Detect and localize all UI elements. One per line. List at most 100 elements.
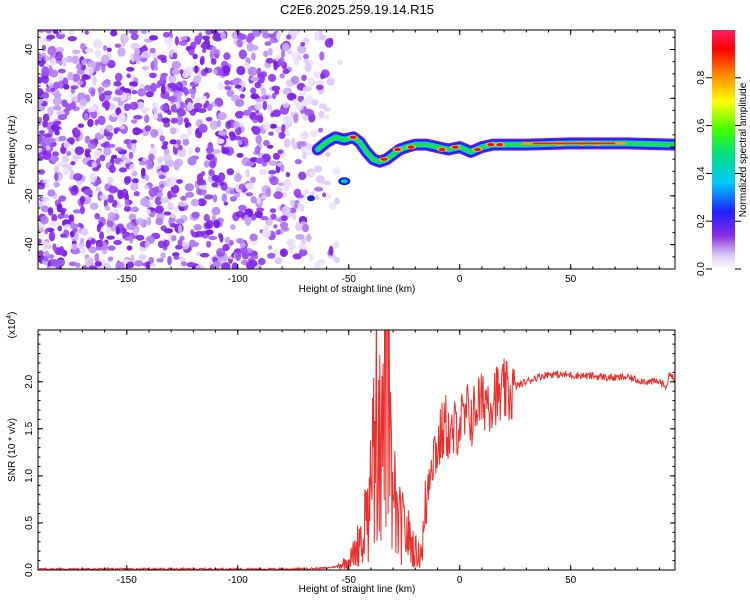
noise-blob — [195, 96, 201, 103]
noise-blob — [105, 226, 112, 234]
noise-blob — [304, 188, 310, 195]
noise-blob — [72, 73, 81, 82]
noise-blob — [265, 187, 272, 198]
noise-blob — [209, 160, 216, 169]
noise-blob — [130, 42, 141, 50]
noise-blob — [232, 121, 240, 129]
noise-blob — [300, 238, 307, 245]
noise-blob — [58, 174, 63, 181]
noise-blob — [247, 66, 258, 77]
noise-blob — [87, 142, 98, 150]
noise-blob — [66, 55, 73, 63]
noise-blob — [262, 100, 268, 111]
noise-blob — [255, 157, 265, 164]
noise-blob — [42, 179, 50, 184]
noise-blob — [263, 50, 269, 58]
noise-blob — [279, 73, 285, 79]
noise-blob — [293, 113, 299, 124]
noise-blob — [267, 218, 273, 227]
noise-blob — [54, 165, 59, 174]
noise-blob — [256, 196, 262, 205]
noise-blob — [194, 230, 204, 238]
noise-blob — [299, 132, 308, 140]
noise-blob — [128, 213, 137, 221]
noise-blob — [80, 43, 86, 50]
noise-blob — [304, 108, 313, 116]
noise-blob — [169, 127, 177, 135]
noise-blob — [173, 160, 181, 171]
noise-blob — [192, 53, 198, 60]
noise-blob — [79, 243, 86, 248]
noise-blob — [167, 190, 173, 200]
noise-blob — [157, 54, 167, 60]
noise-blob — [189, 239, 196, 245]
noise-blob — [297, 201, 302, 211]
noise-blob — [160, 197, 170, 204]
noise-blob — [309, 253, 314, 262]
noise-blob — [78, 193, 87, 198]
noise-blob — [88, 246, 98, 254]
noise-blob — [302, 151, 307, 160]
noise-blob — [279, 56, 285, 67]
noise-blob — [83, 112, 89, 121]
noise-blob — [92, 75, 97, 86]
noise-blob — [126, 66, 135, 72]
noise-blob — [75, 262, 81, 268]
noise-blob — [252, 126, 261, 135]
noise-blob — [201, 48, 207, 53]
noise-blob — [71, 184, 79, 193]
noise-blob — [195, 264, 205, 269]
noise-blob — [112, 96, 122, 102]
noise-blob — [107, 245, 116, 251]
noise-blob — [62, 57, 67, 67]
noise-blob — [218, 130, 227, 136]
noise-blob — [101, 101, 111, 109]
noise-blob — [76, 69, 85, 75]
noise-blob — [256, 67, 262, 78]
noise-blob — [77, 123, 85, 128]
noise-blob — [297, 44, 307, 54]
noise-blob — [105, 124, 114, 132]
noise-blob — [221, 148, 230, 155]
noise-blob — [250, 93, 259, 100]
noise-blob — [137, 88, 147, 97]
noise-blob — [74, 146, 85, 155]
noise-blob — [313, 71, 322, 79]
noise-blob — [304, 62, 312, 72]
noise-blob — [135, 234, 145, 241]
noise-blob — [238, 183, 245, 190]
noise-blob — [178, 40, 188, 46]
noise-blob — [38, 222, 43, 232]
noise-blob — [129, 206, 139, 212]
noise-blob — [154, 196, 163, 206]
noise-blob — [249, 233, 258, 242]
noise-blob — [221, 262, 231, 269]
noise-blob — [261, 228, 272, 239]
noise-blob — [179, 256, 187, 263]
noise-blob — [190, 229, 195, 236]
noise-blob — [94, 213, 100, 220]
noise-blob — [99, 194, 109, 201]
noise-blob — [222, 243, 230, 252]
noise-blob — [208, 235, 218, 241]
noise-blob — [167, 255, 172, 266]
noise-blob — [176, 115, 184, 126]
noise-blob — [130, 119, 138, 124]
noise-blob — [112, 199, 118, 207]
noise-blob — [231, 262, 238, 269]
noise-blob — [44, 183, 50, 189]
noise-blob — [290, 75, 300, 85]
noise-blob — [318, 110, 325, 119]
noise-blob — [164, 158, 174, 168]
noise-blob — [76, 63, 82, 70]
noise-blob — [46, 34, 56, 40]
noise-blob — [90, 238, 96, 245]
noise-blob — [162, 154, 172, 161]
noise-blob — [182, 138, 190, 146]
noise-blob — [107, 194, 114, 204]
noise-blob — [193, 102, 203, 109]
noise-blob — [113, 240, 122, 245]
noise-blob — [188, 88, 197, 95]
noise-blob — [299, 248, 307, 257]
noise-blob — [151, 102, 159, 108]
